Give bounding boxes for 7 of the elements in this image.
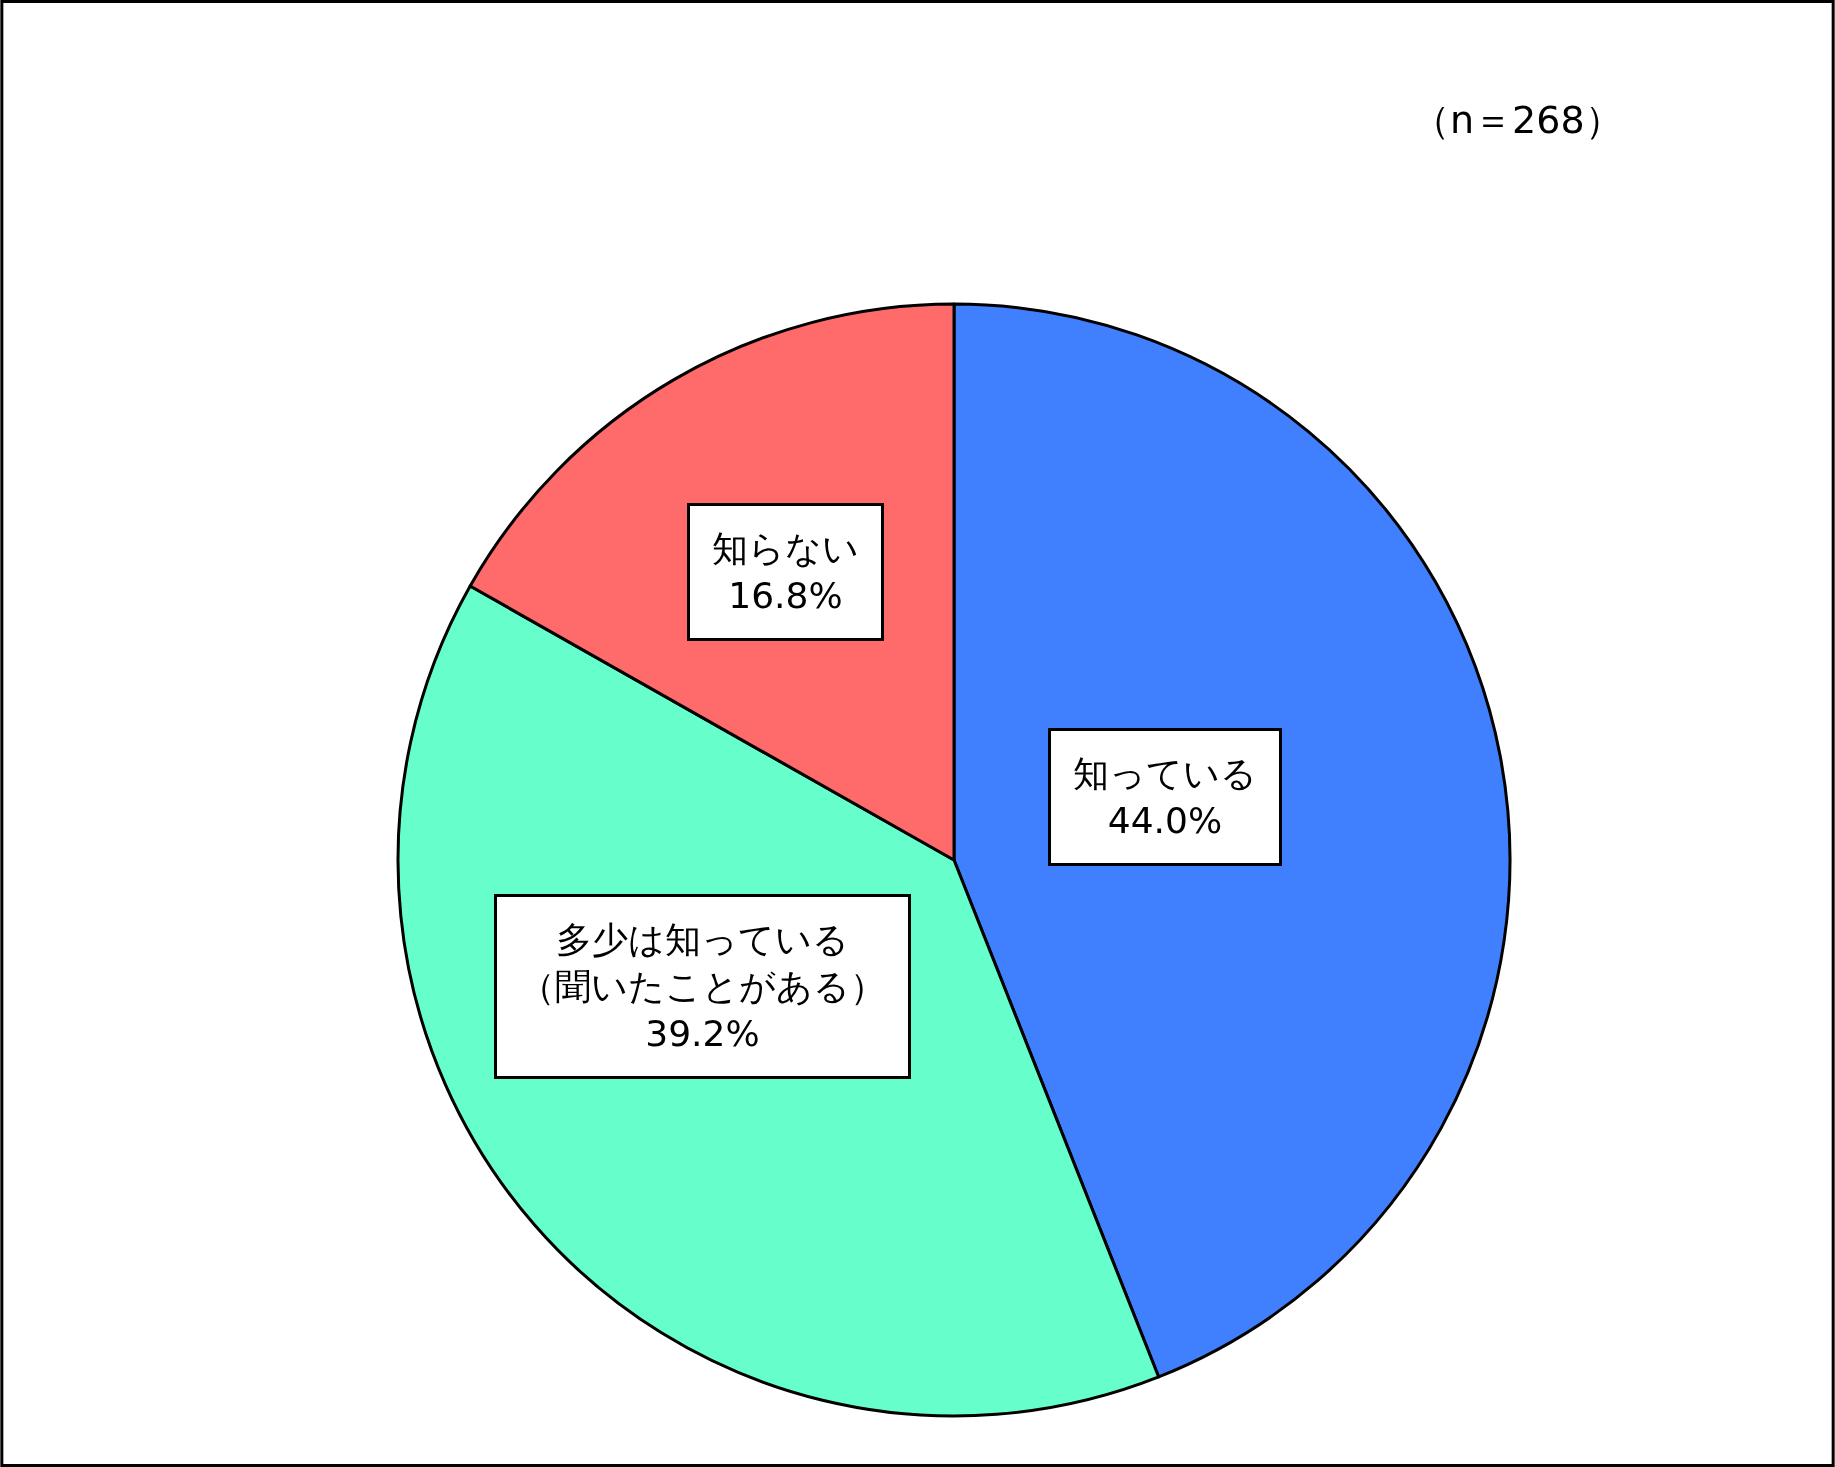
- data-label: 16.8%: [728, 574, 843, 616]
- slice-label: 知っている: [1073, 753, 1257, 794]
- data-label: 39.2%: [645, 1012, 760, 1054]
- slice-label: 多少は知っている（聞いたことがある）: [519, 919, 886, 1007]
- text: （n＝268）: [1412, 98, 1623, 142]
- data-label: 44.0%: [1107, 799, 1223, 841]
- slice-label: 知らない: [712, 528, 859, 569]
